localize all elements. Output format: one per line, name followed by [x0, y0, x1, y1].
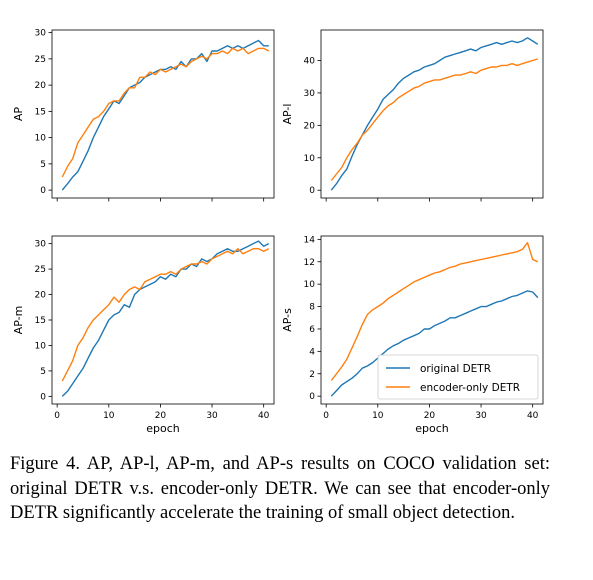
- legend-label: encoder-only DETR: [420, 382, 520, 394]
- x-axis-label: epoch: [146, 422, 180, 435]
- legend-box: [377, 354, 539, 400]
- y-tick-label: 0: [309, 186, 315, 196]
- y-tick-label: 6: [309, 325, 315, 335]
- series-line-encoder-only-detr: [330, 58, 539, 181]
- series-line-original-detr: [330, 37, 539, 191]
- subplot-ap: 0 5 10 15 20 25 30 AP: [12, 29, 275, 202]
- x-tick-label: 10: [103, 411, 115, 421]
- x-tick-label: 30: [206, 411, 218, 421]
- axes-frame: [51, 29, 275, 199]
- series-line-original-detr: [61, 39, 269, 191]
- y-tick-label: 0: [309, 392, 315, 402]
- axes-frame: [51, 235, 275, 405]
- subplot-ap-l: 0 10 20 30 40 AP-l: [281, 29, 544, 202]
- x-tick-label: 40: [527, 411, 539, 421]
- x-tick-label: 10: [372, 411, 384, 421]
- y-tick-label: 30: [35, 240, 47, 250]
- legend-label: original DETR: [420, 363, 491, 375]
- subplot-ap-m: 0 5 10 15 20 25 30 0 10 20 30 40 AP-m epoch: [12, 235, 275, 435]
- y-axis-label: AP: [12, 107, 25, 122]
- y-tick-label: 8: [309, 303, 315, 313]
- y-tick-label: 10: [304, 154, 316, 164]
- x-axis-label: epoch: [415, 422, 449, 435]
- y-tick-label: 20: [35, 81, 47, 91]
- y-tick-label: 40: [304, 56, 316, 66]
- y-tick-label: 20: [35, 291, 47, 301]
- series-line-encoder-only-detr: [330, 241, 539, 381]
- x-tick-label: 30: [475, 411, 487, 421]
- y-tick-label: 15: [35, 107, 46, 117]
- x-tick-label: 20: [424, 411, 436, 421]
- axes-frame: [320, 235, 544, 405]
- series-line-encoder-only-detr: [61, 247, 270, 382]
- y-tick-label: 4: [309, 347, 315, 357]
- figure-caption: Figure 4. AP, AP-l, AP-m, and AP-s resul…: [10, 454, 550, 523]
- y-tick-label: 30: [35, 29, 47, 39]
- x-tick-label: 0: [323, 411, 329, 421]
- subplot-ap-s: 0 2 4 6 8 10 12 14 0 10 20 30 40 AP-s epoch original DE…: [281, 235, 544, 435]
- y-tick-label: 5: [40, 160, 46, 170]
- y-tick-label: 10: [35, 341, 47, 351]
- y-axis-label: AP-s: [281, 308, 294, 332]
- x-tick-label: 40: [258, 411, 270, 421]
- y-tick-label: 12: [304, 258, 315, 268]
- series-line-original-detr: [330, 290, 539, 397]
- y-tick-label: 10: [35, 134, 47, 144]
- x-tick-label: 20: [155, 411, 167, 421]
- y-tick-label: 5: [40, 367, 46, 377]
- y-tick-label: 15: [35, 316, 46, 326]
- series-line-original-detr: [61, 240, 270, 397]
- x-tick-label: 0: [54, 411, 60, 421]
- y-tick-label: 0: [40, 186, 46, 196]
- y-tick-label: 20: [304, 121, 316, 131]
- y-tick-label: 2: [309, 370, 315, 380]
- y-tick-label: 25: [35, 265, 46, 275]
- y-tick-label: 30: [304, 89, 316, 99]
- axes-frame: [320, 29, 544, 199]
- y-tick-label: 0: [40, 392, 46, 402]
- y-tick-label: 10: [304, 280, 316, 290]
- series-line-encoder-only-detr: [61, 47, 270, 178]
- y-tick-label: 25: [35, 55, 46, 65]
- y-tick-label: 14: [304, 235, 316, 245]
- y-axis-label: AP-m: [12, 306, 25, 335]
- y-axis-label: AP-l: [281, 104, 294, 125]
